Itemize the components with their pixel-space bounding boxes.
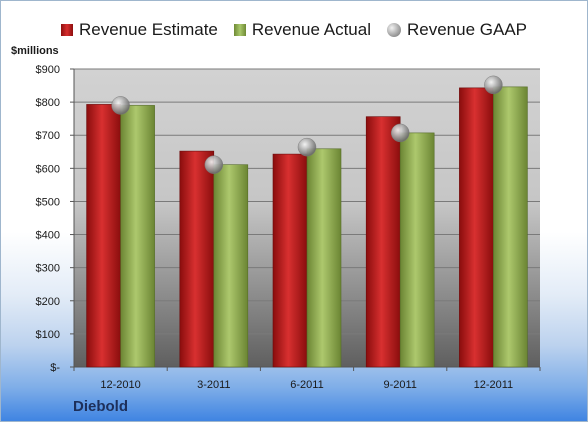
point-revenue-gaap bbox=[204, 155, 224, 174]
bar-revenue-estimate bbox=[365, 116, 401, 368]
bar-revenue-estimate bbox=[272, 153, 308, 368]
x-tick-label: 12-2010 bbox=[100, 379, 140, 391]
legend-label-gaap: Revenue GAAP bbox=[406, 20, 527, 39]
legend-swatch-estimate bbox=[60, 24, 73, 36]
bar-revenue-actual bbox=[399, 132, 435, 368]
bar-revenue-actual bbox=[306, 148, 342, 368]
x-tick-label: 6-2011 bbox=[290, 379, 323, 391]
legend-item-gaap: Revenue GAAP bbox=[386, 20, 527, 40]
y-tick-label: $900 bbox=[36, 64, 60, 76]
x-tick-label: 12-2011 bbox=[474, 379, 514, 391]
bar-revenue-actual bbox=[493, 86, 528, 368]
legend-item-estimate: Revenue Estimate bbox=[60, 20, 218, 40]
x-tick-label: 3-2011 bbox=[197, 379, 230, 391]
bar-revenue-estimate bbox=[86, 104, 121, 368]
legend-label-actual: Revenue Actual bbox=[251, 20, 371, 39]
legend-item-actual: Revenue Actual bbox=[233, 20, 371, 40]
bar-revenue-actual bbox=[120, 105, 155, 368]
y-tick-label: $300 bbox=[36, 263, 60, 275]
legend-swatch-gaap bbox=[386, 23, 401, 37]
bar-revenue-estimate bbox=[459, 87, 494, 368]
bar-revenue-estimate bbox=[179, 150, 215, 368]
y-tick-label: $- bbox=[50, 362, 60, 374]
legend-swatch-actual bbox=[233, 24, 246, 36]
y-tick-label: $200 bbox=[36, 296, 60, 308]
x-tick-label: 9-2011 bbox=[383, 379, 416, 391]
bar-revenue-actual bbox=[213, 164, 249, 368]
y-tick-label: $800 bbox=[36, 97, 60, 109]
y-tick-label: $700 bbox=[36, 130, 60, 142]
y-tick-label: $400 bbox=[36, 230, 60, 242]
company-name: Diebold bbox=[73, 398, 128, 415]
y-tick-label: $100 bbox=[36, 329, 60, 341]
y-tick-label: $500 bbox=[36, 196, 60, 208]
point-revenue-gaap bbox=[111, 96, 130, 115]
y-axis-unit-label: $millions bbox=[11, 45, 59, 57]
chart-legend: Revenue Estimate Revenue Actual Revenue … bbox=[1, 15, 587, 45]
point-revenue-gaap bbox=[297, 137, 317, 157]
y-tick-label: $600 bbox=[36, 163, 60, 175]
legend-label-estimate: Revenue Estimate bbox=[78, 20, 218, 39]
point-revenue-gaap bbox=[390, 123, 410, 143]
point-revenue-gaap bbox=[484, 75, 503, 95]
